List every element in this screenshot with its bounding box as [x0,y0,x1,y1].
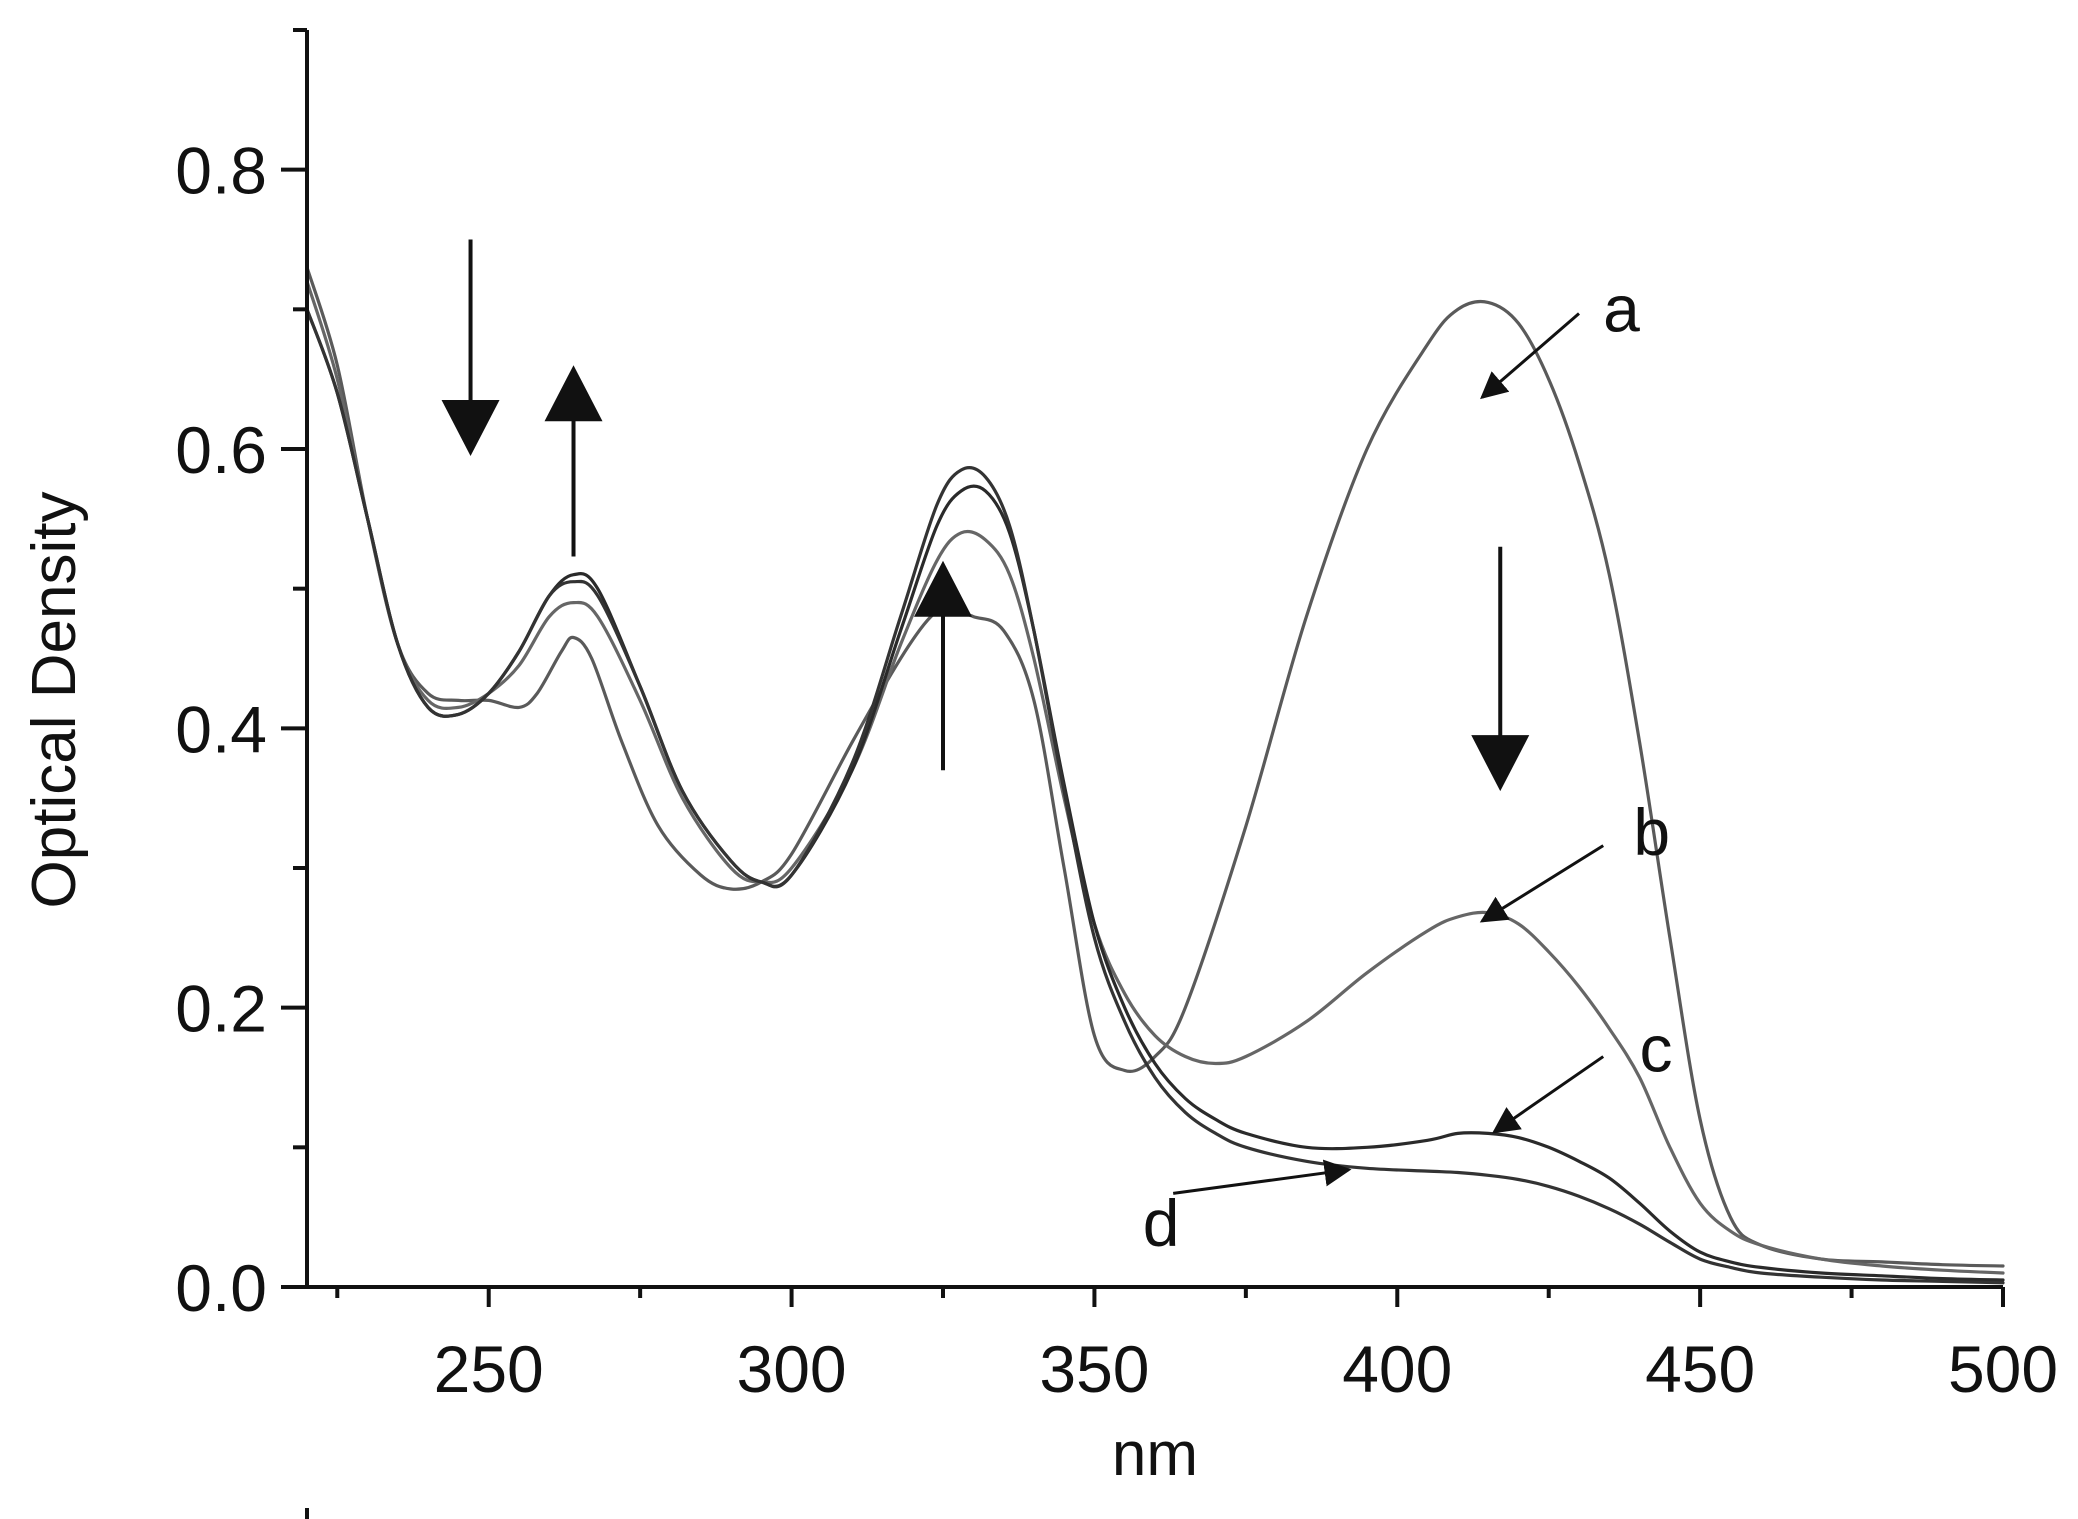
curve-pointer-d [1172,1159,1352,1195]
up-arrow-325-head [914,560,972,617]
x-tick-label-450: 450 [1645,1332,1755,1406]
up-arrow-265-head [544,365,603,422]
series-line-a [305,265,2005,1268]
down-arrow-250 [441,239,500,456]
x-tick-label-250: 250 [434,1332,544,1406]
x-tick-label-400: 400 [1342,1332,1452,1406]
curve-label-b: b [1633,795,1670,869]
y-tick-label-0.6: 0.6 [175,413,267,487]
up-arrow-325 [914,560,972,771]
down-arrow-415-head [1471,735,1530,792]
x-tick-label-500: 500 [1948,1332,2058,1406]
annotation-layer: a b c d [441,239,1672,1260]
down-arrow-415 [1471,546,1530,792]
down-arrow-250-head [441,399,500,456]
y-axis-title: Optical Density [20,492,89,909]
up-arrow-265 [544,365,603,557]
curve-pointer-c [1491,1055,1605,1134]
curve-label-a: a [1603,271,1640,345]
y-tick-label-0.8: 0.8 [175,134,267,208]
axes-layer [305,30,2003,1289]
ticks-layer: 250 300 350 400 450 500 0.0 0.2 0.4 0.6 0.8 [175,28,2058,1406]
curve-label-c: c [1639,1012,1672,1086]
curve-pointer-a [1480,312,1580,400]
x-tick-label-350: 350 [1039,1332,1149,1406]
y-tick-label-0.4: 0.4 [175,692,267,766]
curve-label-d: d [1143,1186,1180,1260]
y-tick-label-0.2: 0.2 [175,972,267,1046]
series-line-c [305,307,2005,1282]
series-line-d [305,307,2005,1285]
series-line-b [305,279,2005,1275]
curve-pointer-b [1479,844,1605,923]
series-layer [305,265,2005,1285]
y-tick-label-0: 0.0 [175,1251,267,1325]
x-axis-title: nm [1112,1420,1198,1489]
x-tick-label-300: 300 [737,1332,847,1406]
